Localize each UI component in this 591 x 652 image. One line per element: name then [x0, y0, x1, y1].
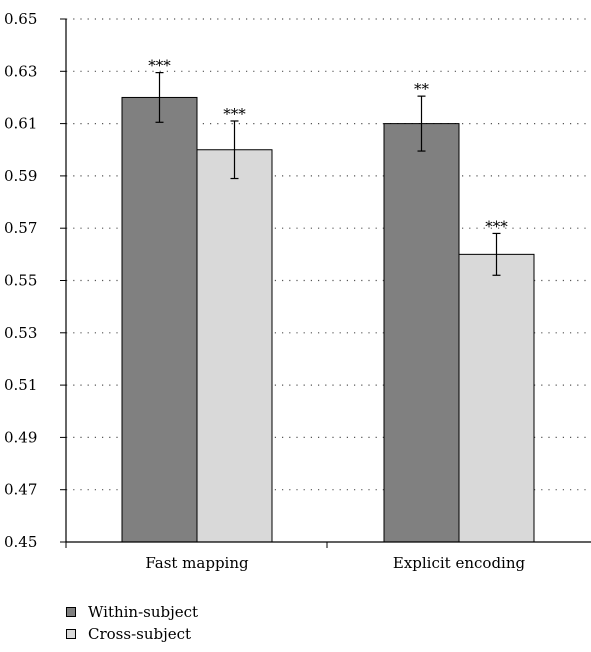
y-tick-label-0.53: 0.53 [4, 324, 37, 342]
bar-chart: 0.45 0.47 0.49 0.51 0.53 0.55 0.57 0.59 0.61 0.63… [4, 10, 591, 572]
bar-fast-mapping-within-subject [121, 96, 198, 543]
labels: 0.45 0.47 0.49 0.51 0.53 0.55 0.57 0.59 0.61 0.63… [4, 10, 526, 572]
significance-explicit-encoding-cross-subject: *** [485, 217, 508, 235]
significance-fast-mapping-cross-subject: *** [223, 105, 246, 123]
y-tick-label-0.45: 0.45 [4, 533, 37, 551]
legend-swatch-within-subject [66, 607, 76, 617]
legend-label-within-subject: Within-subject [88, 603, 199, 621]
y-tick-label-0.55: 0.55 [4, 272, 37, 290]
x-category-label-fast-mapping: Fast mapping [145, 554, 249, 572]
x-category-label-explicit-encoding: Explicit encoding [393, 554, 526, 572]
bar-explicit-encoding-cross-subject [458, 253, 535, 543]
y-tick-label-0.61: 0.61 [4, 115, 37, 133]
y-tick-label-0.47: 0.47 [4, 481, 37, 499]
y-tick-label-0.63: 0.63 [4, 62, 37, 80]
bar-fast-mapping-cross-subject [196, 149, 273, 543]
y-tick-label-0.57: 0.57 [4, 219, 37, 237]
legend-item-within-subject: Within-subject [66, 601, 198, 623]
y-tick-label-0.59: 0.59 [4, 167, 37, 185]
legend-label-cross-subject: Cross-subject [88, 625, 192, 643]
bars [121, 72, 535, 543]
legend-swatch-cross-subject [66, 629, 76, 639]
bar-explicit-encoding-within-subject [383, 123, 460, 543]
y-tick-label-0.65: 0.65 [4, 10, 37, 28]
significance-explicit-encoding-within-subject: ** [414, 80, 430, 98]
y-tick-label-0.49: 0.49 [4, 428, 37, 446]
y-tick-label-0.51: 0.51 [4, 376, 37, 394]
legend-item-cross-subject: Cross-subject [66, 623, 198, 645]
significance-fast-mapping-within-subject: *** [148, 57, 171, 75]
axes [60, 18, 591, 548]
legend: Within-subject Cross-subject [66, 601, 198, 645]
